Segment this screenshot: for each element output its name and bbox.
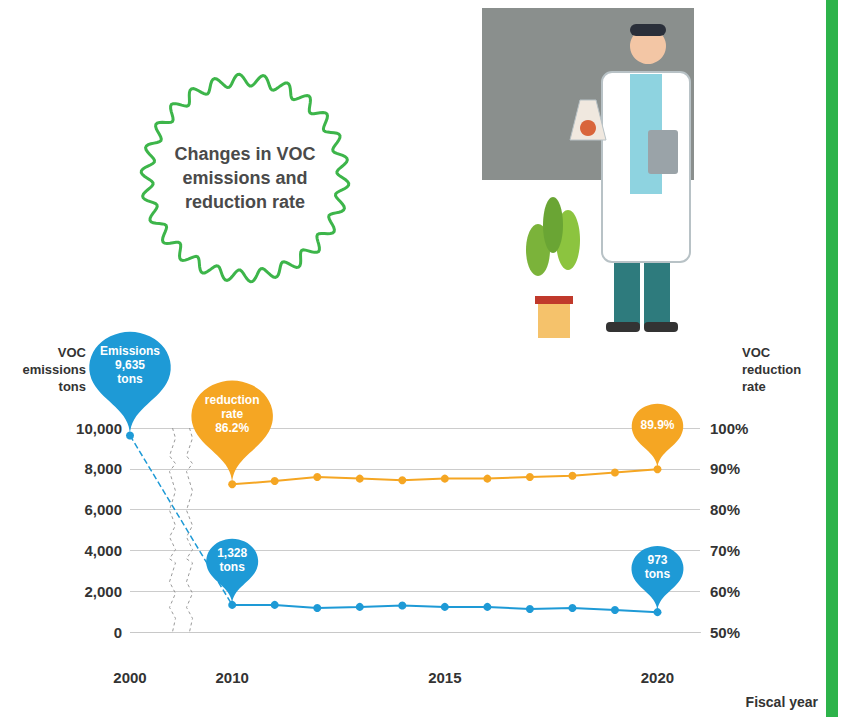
svg-text:emissions and: emissions and xyxy=(182,168,307,188)
svg-text:VOC: VOC xyxy=(58,345,87,360)
svg-text:10,000: 10,000 xyxy=(76,420,122,437)
svg-text:2015: 2015 xyxy=(428,669,461,686)
svg-text:tons: tons xyxy=(117,372,143,386)
svg-text:reduction: reduction xyxy=(205,393,260,407)
svg-text:emissions: emissions xyxy=(22,362,86,377)
svg-text:60%: 60% xyxy=(710,583,740,600)
svg-text:2010: 2010 xyxy=(215,669,248,686)
svg-text:100%: 100% xyxy=(710,420,748,437)
svg-text:tons: tons xyxy=(59,379,86,394)
svg-text:VOC: VOC xyxy=(742,345,771,360)
svg-text:80%: 80% xyxy=(710,501,740,518)
svg-text:6,000: 6,000 xyxy=(84,501,122,518)
svg-text:973: 973 xyxy=(647,553,667,567)
svg-text:2020: 2020 xyxy=(641,669,674,686)
svg-text:tons: tons xyxy=(645,567,671,581)
svg-text:0: 0 xyxy=(114,624,122,641)
svg-text:tons: tons xyxy=(219,560,245,574)
svg-text:2,000: 2,000 xyxy=(84,583,122,600)
svg-text:70%: 70% xyxy=(710,542,740,559)
svg-text:Changes in VOC: Changes in VOC xyxy=(174,144,315,164)
svg-text:Emissions: Emissions xyxy=(100,344,160,358)
svg-text:Fiscal year: Fiscal year xyxy=(746,694,819,710)
svg-text:reduction rate: reduction rate xyxy=(185,192,305,212)
svg-text:rate: rate xyxy=(742,379,766,394)
svg-text:8,000: 8,000 xyxy=(84,460,122,477)
svg-text:reduction: reduction xyxy=(742,362,801,377)
svg-text:1,328: 1,328 xyxy=(217,546,247,560)
svg-text:50%: 50% xyxy=(710,624,740,641)
svg-text:89.9%: 89.9% xyxy=(640,418,674,432)
svg-text:86.2%: 86.2% xyxy=(215,421,249,435)
svg-text:2000: 2000 xyxy=(113,669,146,686)
svg-text:4,000: 4,000 xyxy=(84,542,122,559)
svg-text:rate: rate xyxy=(221,407,243,421)
svg-text:9,635: 9,635 xyxy=(115,358,145,372)
svg-text:90%: 90% xyxy=(710,460,740,477)
